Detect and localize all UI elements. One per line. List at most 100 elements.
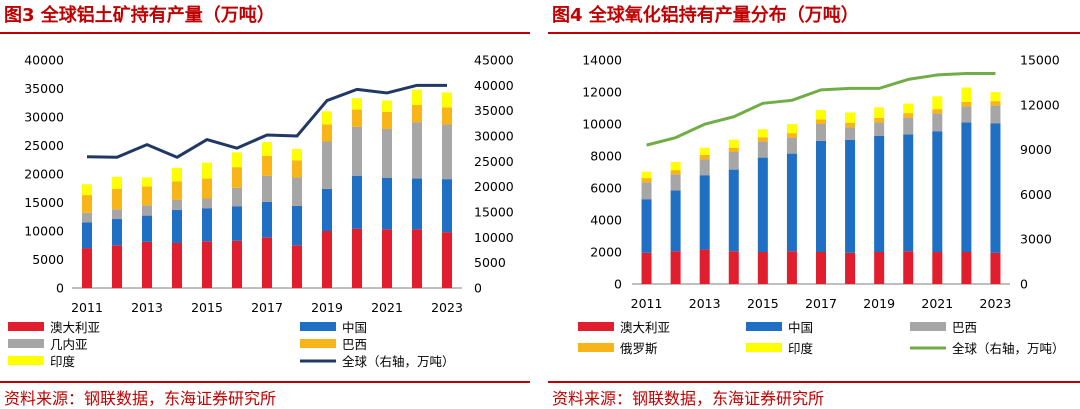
bar-segment-印度 [112,176,122,189]
bar-segment-印度 [728,139,739,148]
legend-swatch [8,339,44,348]
bar-segment-澳大利亚 [112,245,122,288]
bar-segment-几内亚 [112,209,122,220]
right-y-tick-label: 30000 [474,129,514,144]
x-tick-label: 2015 [747,296,779,311]
legend-swatch [300,339,336,348]
bar-segment-中国 [202,208,212,242]
bar-segment-中国 [352,175,362,229]
source-note: 资料来源：钢联数据，东海证券研究所 [4,389,277,408]
bar-segment-澳大利亚 [990,252,1001,284]
bar-segment-印度 [961,87,972,102]
right-y-tick-label: 12000 [1020,97,1060,112]
x-tick-label: 2017 [805,296,837,311]
bar-segment-几内亚 [202,198,212,209]
legend-swatch [8,322,44,331]
bar-segment-中国 [786,153,797,252]
bar-segment-巴西 [670,174,681,191]
bar-segment-澳大利亚 [82,248,92,288]
legend-swatch [578,322,614,331]
bar-segment-澳大利亚 [382,229,392,288]
bar-segment-印度 [845,112,856,123]
left-y-tick-label: 2000 [590,245,622,260]
source-rule [548,381,1080,383]
bar-segment-澳大利亚 [816,252,826,284]
legend-label: 中国 [788,320,813,335]
left-y-tick-label: 14000 [582,53,622,68]
left-y-tick-label: 30000 [24,110,64,125]
bar-segment-中国 [932,131,943,252]
bar-segment-澳大利亚 [874,252,885,284]
x-tick-label: 2021 [921,296,953,311]
right-y-tick-label: 5000 [474,255,506,270]
bar-segment-巴西 [382,111,392,129]
bar-segment-澳大利亚 [232,240,242,288]
bar-segment-澳大利亚 [322,231,332,288]
bar-segment-澳大利亚 [670,251,681,284]
left-y-tick-label: 0 [614,277,622,292]
bar-segment-巴西 [699,159,710,176]
line-series-全球 [86,83,447,159]
bar-segment-澳大利亚 [903,251,914,284]
bar-segment-俄罗斯 [990,101,1001,106]
source-note: 资料来源：钢联数据，东海证券研究所 [552,389,825,408]
right-y-tick-label: 0 [474,281,482,296]
bar-segment-中国 [961,122,972,253]
left-y-tick-label: 6000 [590,181,622,196]
title-rule [548,32,1080,34]
bar-segment-巴西 [112,188,122,210]
bar-segment-印度 [172,167,182,182]
bar-segment-巴西 [816,124,826,141]
left-y-tick-label: 35000 [24,81,64,96]
legend-swatch [746,343,782,352]
bar-segment-几内亚 [82,212,92,223]
bar-segment-印度 [641,171,652,179]
bar-segment-几内亚 [412,122,422,179]
right-y-tick-label: 9000 [1020,142,1052,157]
legend-label: 全球（右轴，万吨） [342,354,455,369]
legend-swatch [746,322,782,331]
bar-segment-印度 [442,92,452,108]
bar-segment-中国 [262,201,272,238]
legend-swatch [578,343,614,352]
bar-segment-巴西 [961,106,972,123]
bar-segment-中国 [670,190,681,252]
left-y-tick-label: 8000 [590,149,622,164]
bar-segment-俄罗斯 [699,154,710,160]
bar-segment-几内亚 [292,177,302,206]
bar-segment-印度 [202,162,212,179]
right-y-tick-label: 15000 [474,205,514,220]
bar-segment-印度 [352,98,362,110]
bar-segment-巴西 [845,127,856,140]
figure-4-panel: 图4 全球氧化铝持有产量分布（万吨） 0 2000 4000 6000 8000 1000… [548,0,1080,409]
left-y-tick-label: 40000 [24,53,64,68]
right-y-tick-label: 0 [1020,277,1028,292]
left-y-tick-label: 10000 [582,117,622,132]
bar-segment-俄罗斯 [670,170,681,175]
bar-segment-巴西 [757,141,768,158]
x-tick-label: 2023 [431,300,463,315]
bar-segment-澳大利亚 [641,252,652,284]
bar-segment-澳大利亚 [202,241,212,288]
bar-segment-中国 [728,169,739,252]
figure-title: 图4 全球氧化铝持有产量分布（万吨） [552,5,859,26]
left-y-tick-label: 5000 [32,252,64,267]
bar-segment-巴西 [903,117,914,135]
bar-segment-澳大利亚 [142,241,152,288]
bar-segment-中国 [172,209,182,243]
bar-segment-中国 [412,178,422,230]
left-y-tick-label: 12000 [582,85,622,100]
bar-segment-印度 [990,92,1001,102]
left-y-tick-label: 4000 [590,213,622,228]
legend-label: 澳大利亚 [620,320,670,335]
bar-segment-中国 [382,177,392,230]
bar-segment-几内亚 [442,124,452,180]
bar-segment-俄罗斯 [961,101,972,107]
bar-segment-澳大利亚 [757,252,768,284]
bar-segment-俄罗斯 [874,117,885,123]
bar-segment-俄罗斯 [845,122,856,128]
right-y-tick-label: 45000 [474,53,514,68]
legend-swatch [8,356,44,365]
bar-segment-巴西 [352,109,362,127]
bar-segment-印度 [382,100,392,112]
